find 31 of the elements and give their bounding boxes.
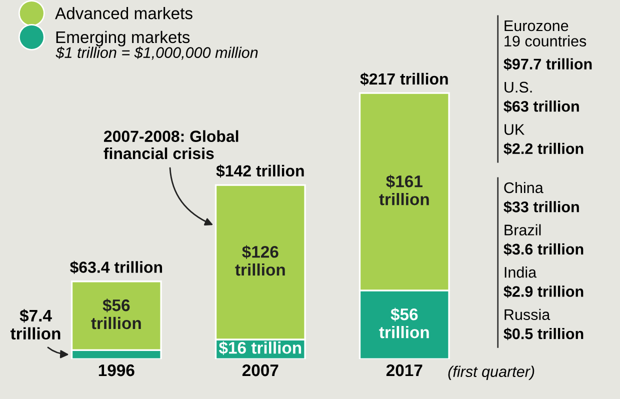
text: $2.2 trillion bbox=[504, 142, 584, 156]
text: China bbox=[504, 182, 544, 194]
text: $0.5 trillion bbox=[504, 328, 584, 340]
x-tick-label: 2017 bbox=[386, 364, 422, 376]
text: $33 trillion bbox=[504, 200, 579, 214]
legend-label: Emerging markets bbox=[56, 30, 190, 46]
text: $63 trillion bbox=[504, 100, 579, 113]
annotation: 2007-2008: Global financial crisis bbox=[104, 130, 238, 160]
text: Russia bbox=[504, 308, 550, 320]
data-label: $7.4 trillion bbox=[10, 309, 60, 340]
data-label: $161 trillion bbox=[379, 174, 429, 206]
total-label: $217 trillion bbox=[360, 72, 448, 86]
text: $2.9 trillion bbox=[504, 285, 584, 298]
text: (first quarter) bbox=[448, 366, 534, 380]
data-label: $56 trillion bbox=[91, 298, 141, 330]
x-tick-label: 2007 bbox=[242, 364, 278, 376]
data-label: $16 trillion bbox=[218, 341, 302, 355]
text: Eurozone 19 countries bbox=[504, 20, 586, 47]
text: U.S. bbox=[504, 82, 532, 93]
text: $1 trillion = $1,000,000 million bbox=[56, 46, 258, 60]
data-label: $126 trillion bbox=[235, 245, 285, 276]
text: UK bbox=[504, 124, 524, 135]
text: $3.6 trillion bbox=[504, 243, 584, 256]
legend-label: Advanced markets bbox=[55, 7, 192, 20]
total-label: $142 trillion bbox=[216, 164, 304, 178]
text: India bbox=[504, 266, 537, 278]
total-label: $63.4 trillion bbox=[70, 260, 162, 274]
text: $97.7 trillion bbox=[504, 58, 592, 70]
x-tick-label: 1996 bbox=[98, 364, 134, 376]
data-label: $56 trillion bbox=[379, 308, 429, 338]
text: Brazil bbox=[504, 224, 541, 236]
